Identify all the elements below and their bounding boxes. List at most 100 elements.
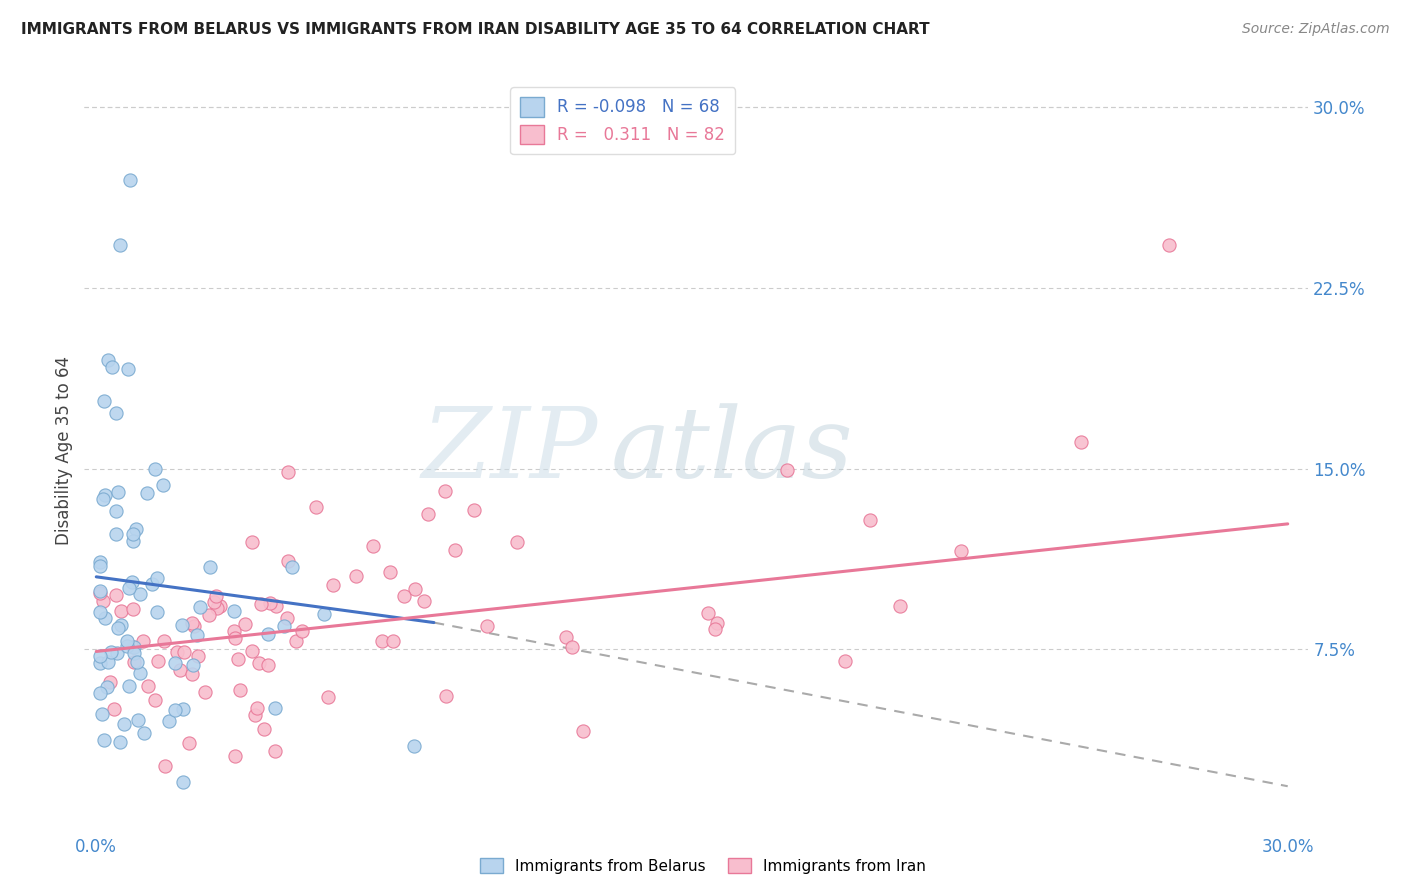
Point [378,565,401,579]
Point [183,619,205,633]
Point [706,616,728,631]
Point [381,634,404,648]
Point [186,627,208,641]
Point [834,654,856,668]
Point [259,596,281,610]
Point [1157,237,1180,252]
Point [91,593,114,607]
Point [118,172,141,186]
Text: Source: ZipAtlas.com: Source: ZipAtlas.com [1241,22,1389,37]
Point [169,663,191,677]
Point [463,503,485,517]
Point [96,680,118,694]
Point [132,725,155,739]
Point [93,491,115,506]
Point [181,657,204,672]
Point [122,527,145,541]
Point [416,507,439,521]
Point [166,645,188,659]
Point [443,543,465,558]
Point [107,485,129,500]
Text: ZIP: ZIP [422,403,598,498]
Point [475,619,498,633]
Point [127,713,149,727]
Point [163,703,186,717]
Point [555,631,578,645]
Point [322,578,344,592]
Text: IMMIGRANTS FROM BELARUS VS IMMIGRANTS FROM IRAN DISABILITY AGE 35 TO 64 CORRELAT: IMMIGRANTS FROM BELARUS VS IMMIGRANTS FR… [21,22,929,37]
Point [103,702,125,716]
Point [859,513,882,527]
Point [224,748,246,763]
Point [108,237,131,252]
Point [122,640,145,655]
Point [115,634,138,648]
Point [89,648,111,663]
Point [129,666,152,681]
Point [704,622,727,636]
Point [696,606,718,620]
Point [89,555,111,569]
Point [89,606,111,620]
Point [117,362,139,376]
Point [97,353,120,368]
Point [194,685,217,699]
Point [392,589,415,603]
Point [561,640,583,654]
Point [264,599,287,613]
Point [572,723,595,738]
Point [312,607,335,622]
Point [152,477,174,491]
Point [94,611,117,625]
Legend: R = -0.098   N = 68, R =   0.311   N = 82: R = -0.098 N = 68, R = 0.311 N = 82 [510,87,735,154]
Point [125,655,148,669]
Point [117,581,139,595]
Point [121,575,143,590]
Point [1070,434,1092,449]
Point [243,708,266,723]
Point [233,617,256,632]
Point [264,744,287,758]
Point [89,586,111,600]
Y-axis label: Disability Age 35 to 64: Disability Age 35 to 64 [55,356,73,545]
Point [153,634,176,648]
Point [122,646,145,660]
Point [136,679,159,693]
Point [129,587,152,601]
Point [402,739,425,753]
Point [118,680,141,694]
Point [281,560,304,574]
Point [117,640,139,654]
Point [145,605,167,619]
Point [163,657,186,671]
Point [157,714,180,728]
Point [240,535,263,549]
Point [776,463,799,477]
Point [277,554,299,568]
Point [197,607,219,622]
Text: atlas: atlas [610,403,853,498]
Point [264,700,287,714]
Point [180,666,202,681]
Legend: Immigrants from Belarus, Immigrants from Iran: Immigrants from Belarus, Immigrants from… [474,852,932,880]
Point [273,618,295,632]
Point [257,657,280,672]
Point [253,722,276,736]
Point [404,582,426,597]
Point [122,655,145,669]
Point [209,599,232,613]
Point [108,735,131,749]
Point [112,716,135,731]
Point [200,559,222,574]
Point [224,631,246,645]
Point [89,583,111,598]
Point [222,604,245,618]
Point [370,634,392,648]
Point [97,655,120,669]
Point [950,544,973,558]
Point [229,683,252,698]
Point [105,406,128,420]
Point [889,599,911,613]
Point [148,654,170,668]
Point [89,656,111,670]
